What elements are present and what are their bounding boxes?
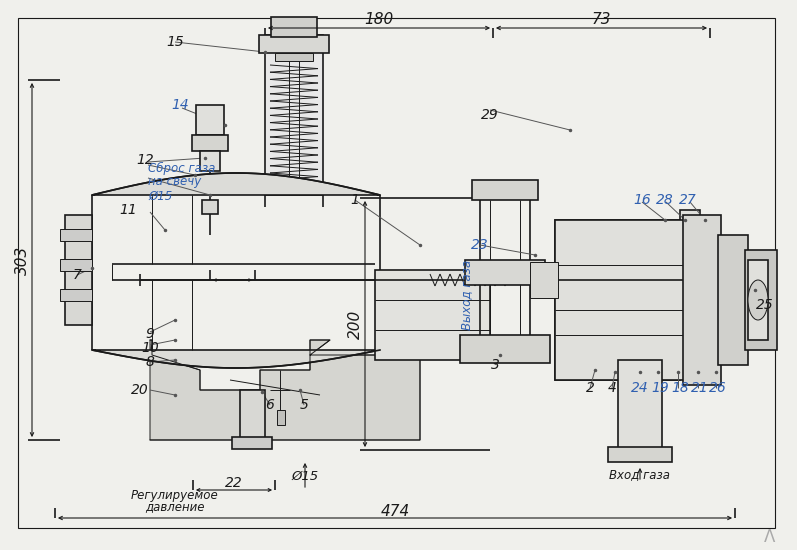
- Bar: [202, 200, 218, 214]
- Text: Выход газа: Выход газа: [461, 260, 473, 330]
- Bar: [196, 105, 224, 135]
- Text: 16: 16: [633, 193, 651, 207]
- Text: Ø15: Ø15: [292, 470, 319, 482]
- Bar: [618, 360, 662, 450]
- Text: 8: 8: [146, 355, 155, 369]
- Text: 24: 24: [631, 381, 649, 395]
- Text: 26: 26: [709, 381, 727, 395]
- Text: Ø15: Ø15: [148, 190, 172, 202]
- Bar: [240, 390, 265, 440]
- Bar: [265, 35, 323, 195]
- Text: давление: давление: [145, 500, 205, 514]
- Bar: [472, 180, 538, 200]
- Text: 29: 29: [481, 108, 499, 122]
- Text: 12: 12: [136, 153, 154, 167]
- Text: 7: 7: [73, 268, 81, 282]
- Bar: [465, 260, 545, 285]
- Bar: [200, 151, 220, 171]
- Polygon shape: [65, 215, 92, 325]
- Text: 1: 1: [351, 193, 359, 207]
- Bar: [745, 250, 777, 350]
- Text: 6: 6: [265, 398, 274, 412]
- Bar: [718, 235, 748, 365]
- Text: на свечу: на свечу: [148, 175, 202, 189]
- Bar: [232, 437, 272, 449]
- Text: 11: 11: [119, 203, 137, 217]
- Bar: [748, 260, 768, 340]
- Text: 27: 27: [679, 193, 697, 207]
- Text: Сброс газа: Сброс газа: [148, 162, 215, 174]
- Text: 28: 28: [656, 193, 674, 207]
- Text: 21: 21: [691, 381, 709, 395]
- Text: 303: 303: [14, 245, 29, 274]
- Bar: [60, 289, 92, 301]
- Text: 18: 18: [671, 381, 689, 395]
- Bar: [271, 17, 317, 37]
- Ellipse shape: [748, 280, 768, 320]
- Text: 3: 3: [491, 358, 500, 372]
- Bar: [530, 262, 558, 298]
- Text: 22: 22: [225, 476, 243, 490]
- Polygon shape: [277, 410, 285, 425]
- Text: 19: 19: [651, 381, 669, 395]
- Text: 5: 5: [300, 398, 308, 412]
- Bar: [60, 229, 92, 241]
- Polygon shape: [555, 210, 720, 380]
- Text: 180: 180: [364, 13, 394, 28]
- Text: Вход газа: Вход газа: [610, 469, 670, 481]
- Text: 9: 9: [146, 327, 155, 341]
- Text: 14: 14: [171, 98, 189, 112]
- Bar: [683, 215, 721, 385]
- Text: 200: 200: [347, 309, 363, 339]
- Polygon shape: [150, 340, 420, 440]
- Text: Регулируемое: Регулируемое: [132, 488, 219, 502]
- Text: 23: 23: [471, 238, 489, 252]
- Bar: [555, 220, 685, 380]
- Text: 15: 15: [166, 35, 184, 49]
- Text: 474: 474: [380, 503, 410, 519]
- Text: Λ: Λ: [764, 528, 775, 546]
- Text: 20: 20: [132, 383, 149, 397]
- Bar: [192, 135, 228, 151]
- Bar: [60, 259, 92, 271]
- Bar: [608, 447, 672, 462]
- Bar: [375, 270, 490, 360]
- Text: 4: 4: [607, 381, 616, 395]
- Text: 25: 25: [756, 298, 774, 312]
- Bar: [259, 35, 329, 53]
- Bar: [275, 53, 313, 61]
- Text: 73: 73: [591, 13, 611, 28]
- Text: 10: 10: [141, 341, 159, 355]
- Polygon shape: [92, 350, 380, 368]
- Bar: [460, 335, 550, 363]
- Polygon shape: [92, 173, 380, 195]
- Text: 2: 2: [586, 381, 595, 395]
